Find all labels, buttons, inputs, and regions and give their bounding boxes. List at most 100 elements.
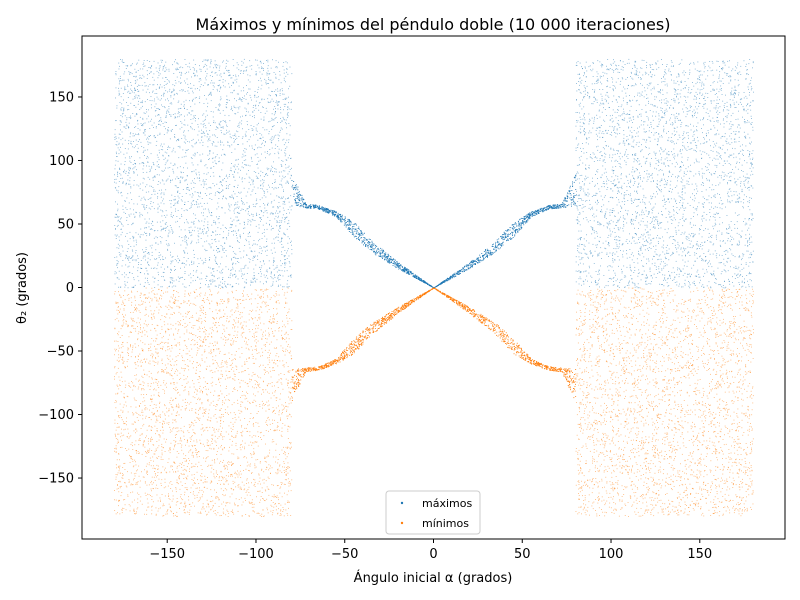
data-point <box>677 80 679 82</box>
data-point <box>631 270 632 272</box>
data-point <box>259 61 261 63</box>
data-point <box>188 71 190 73</box>
data-point <box>712 244 714 246</box>
data-point <box>151 255 153 256</box>
data-point <box>288 171 290 173</box>
data-point <box>135 75 137 77</box>
data-point <box>631 281 633 283</box>
data-point <box>734 87 736 89</box>
data-point <box>157 84 158 86</box>
data-point <box>225 106 227 108</box>
data-point <box>205 110 207 112</box>
data-point <box>122 143 124 145</box>
data-point <box>751 118 752 119</box>
data-point <box>165 222 167 223</box>
data-point <box>235 74 237 76</box>
data-point <box>578 256 580 258</box>
data-point <box>283 103 285 105</box>
data-point <box>168 229 170 231</box>
data-point <box>157 211 159 213</box>
data-point <box>596 128 598 129</box>
data-point <box>271 242 273 244</box>
data-point <box>216 246 217 247</box>
data-point <box>269 73 271 74</box>
data-point <box>190 157 192 159</box>
data-point <box>175 59 176 61</box>
data-point <box>640 113 642 115</box>
data-point <box>179 193 181 194</box>
data-point <box>202 120 204 122</box>
data-point <box>664 187 666 188</box>
data-point <box>164 64 165 66</box>
data-point <box>137 275 139 277</box>
data-point <box>214 60 216 62</box>
data-point <box>232 135 234 137</box>
data-point <box>698 105 700 107</box>
data-point <box>622 97 624 99</box>
data-point <box>606 254 608 255</box>
data-point <box>197 199 199 200</box>
data-point <box>729 248 731 249</box>
data-point <box>283 189 284 191</box>
data-point <box>290 240 292 242</box>
data-point <box>707 119 709 120</box>
data-point <box>719 148 721 149</box>
data-point <box>259 133 261 134</box>
data-point <box>640 246 642 248</box>
data-point <box>253 180 254 182</box>
data-point <box>193 72 194 74</box>
data-point <box>183 130 185 132</box>
data-point <box>657 221 658 223</box>
data-point <box>237 258 239 259</box>
data-point <box>747 250 749 252</box>
data-point <box>611 176 613 178</box>
data-point <box>283 69 285 71</box>
data-point <box>123 62 125 63</box>
data-point <box>269 149 271 150</box>
data-point <box>587 94 588 96</box>
data-point <box>155 236 157 238</box>
data-point <box>186 243 188 245</box>
data-point <box>264 145 265 147</box>
data-point <box>217 202 219 204</box>
data-point <box>163 85 165 86</box>
data-point <box>165 84 167 85</box>
data-point <box>238 85 240 87</box>
data-point <box>200 282 201 284</box>
data-point <box>216 126 217 128</box>
data-point <box>682 204 683 206</box>
data-point <box>690 235 691 237</box>
data-point <box>230 226 232 228</box>
data-point <box>126 209 128 210</box>
data-point <box>134 68 136 70</box>
data-point <box>121 116 123 118</box>
data-point <box>660 222 661 224</box>
data-point <box>733 138 735 140</box>
data-point <box>117 220 119 222</box>
data-point <box>682 137 684 139</box>
data-point <box>163 192 165 194</box>
data-point <box>735 141 737 143</box>
data-point <box>137 255 138 257</box>
data-point <box>735 90 737 91</box>
data-point <box>240 237 241 239</box>
data-point <box>133 184 135 186</box>
data-point <box>652 210 654 211</box>
data-point <box>264 210 266 212</box>
data-point <box>662 89 664 91</box>
data-point <box>241 200 242 202</box>
data-point <box>185 64 187 65</box>
data-point <box>133 172 135 174</box>
data-point <box>618 265 619 267</box>
data-point <box>260 185 261 187</box>
data-point <box>284 217 286 218</box>
data-point <box>201 220 203 222</box>
data-point <box>254 255 256 257</box>
data-point <box>681 217 683 219</box>
data-point <box>165 99 166 101</box>
data-point <box>253 243 255 245</box>
data-point <box>163 272 165 273</box>
data-point <box>693 162 695 164</box>
data-point <box>691 233 692 235</box>
data-point <box>162 69 164 71</box>
